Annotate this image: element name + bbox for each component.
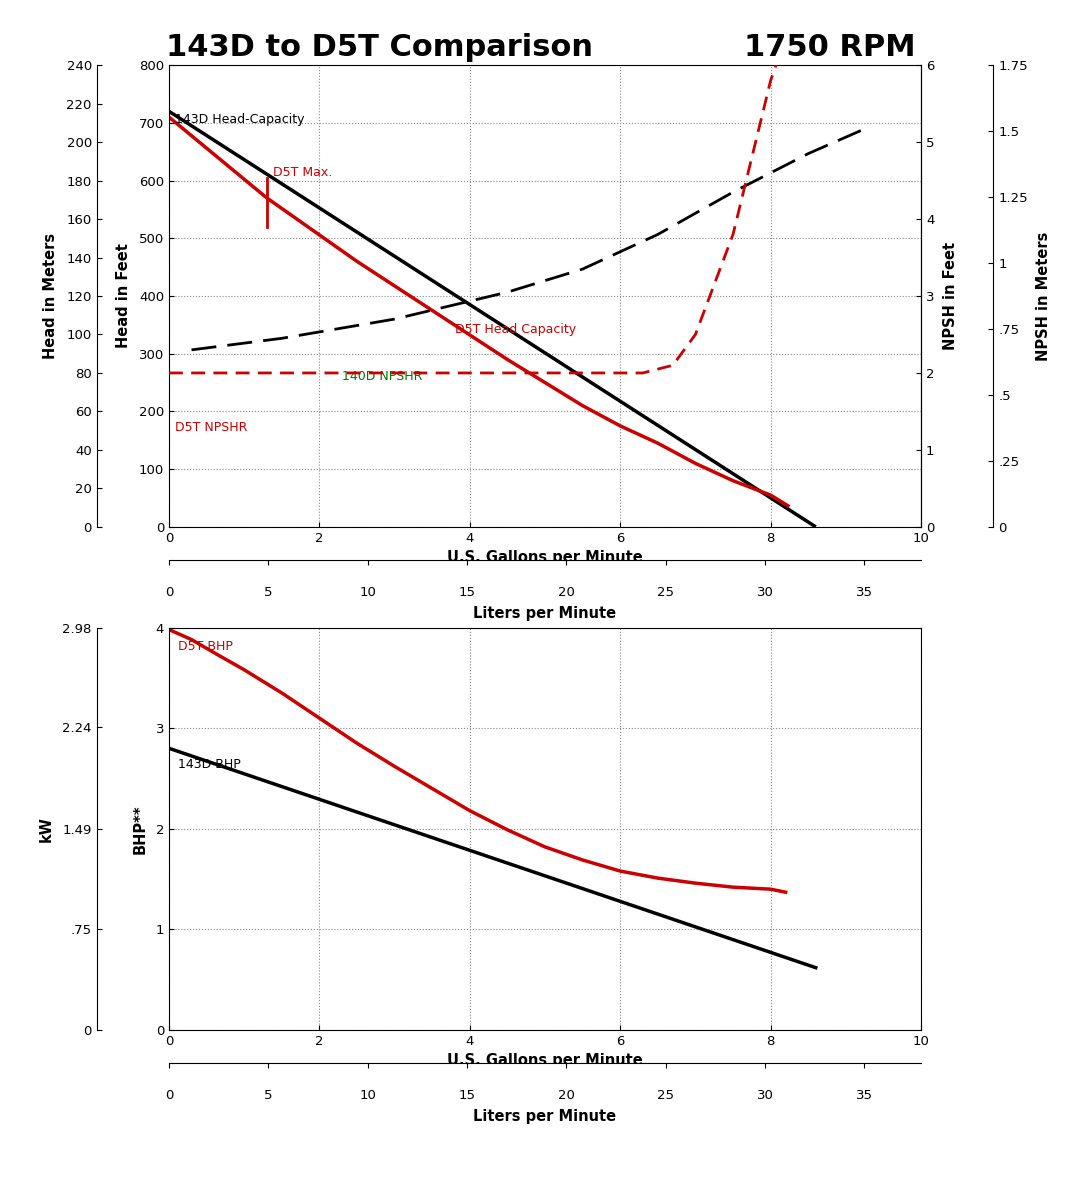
Text: 143D Head-Capacity: 143D Head-Capacity xyxy=(175,112,304,126)
Text: D5T Max.: D5T Max. xyxy=(272,166,332,179)
X-axis label: U.S. Gallons per Minute: U.S. Gallons per Minute xyxy=(447,1054,643,1068)
X-axis label: Liters per Minute: Liters per Minute xyxy=(473,606,617,622)
Text: D5T Head Capacity: D5T Head Capacity xyxy=(455,323,576,336)
Y-axis label: NPSH in Meters: NPSH in Meters xyxy=(1037,231,1051,361)
Y-axis label: Head in Meters: Head in Meters xyxy=(44,233,58,359)
Y-axis label: BHP**: BHP** xyxy=(132,804,147,854)
Text: 1750 RPM: 1750 RPM xyxy=(744,33,916,62)
Text: 140D NPSHR: 140D NPSHR xyxy=(342,369,422,382)
Text: 143D BHP: 143D BHP xyxy=(178,758,241,771)
Text: D5T BHP: D5T BHP xyxy=(178,639,233,652)
Y-axis label: NPSH in Feet: NPSH in Feet xyxy=(943,242,958,350)
Text: 143D to D5T Comparison: 143D to D5T Comparison xyxy=(166,33,593,62)
Text: D5T NPSHR: D5T NPSHR xyxy=(175,422,247,435)
X-axis label: U.S. Gallons per Minute: U.S. Gallons per Minute xyxy=(447,551,643,565)
Y-axis label: Head in Feet: Head in Feet xyxy=(116,244,131,348)
Y-axis label: kW: kW xyxy=(39,816,54,842)
X-axis label: Liters per Minute: Liters per Minute xyxy=(473,1109,617,1125)
